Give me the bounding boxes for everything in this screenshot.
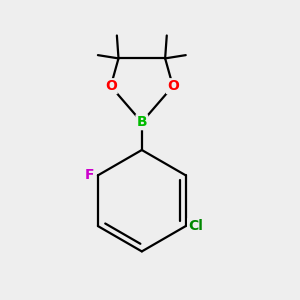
Text: Cl: Cl (188, 219, 203, 233)
Text: O: O (105, 79, 117, 93)
Text: F: F (85, 168, 94, 182)
Text: B: B (136, 115, 147, 129)
Text: O: O (167, 79, 179, 93)
